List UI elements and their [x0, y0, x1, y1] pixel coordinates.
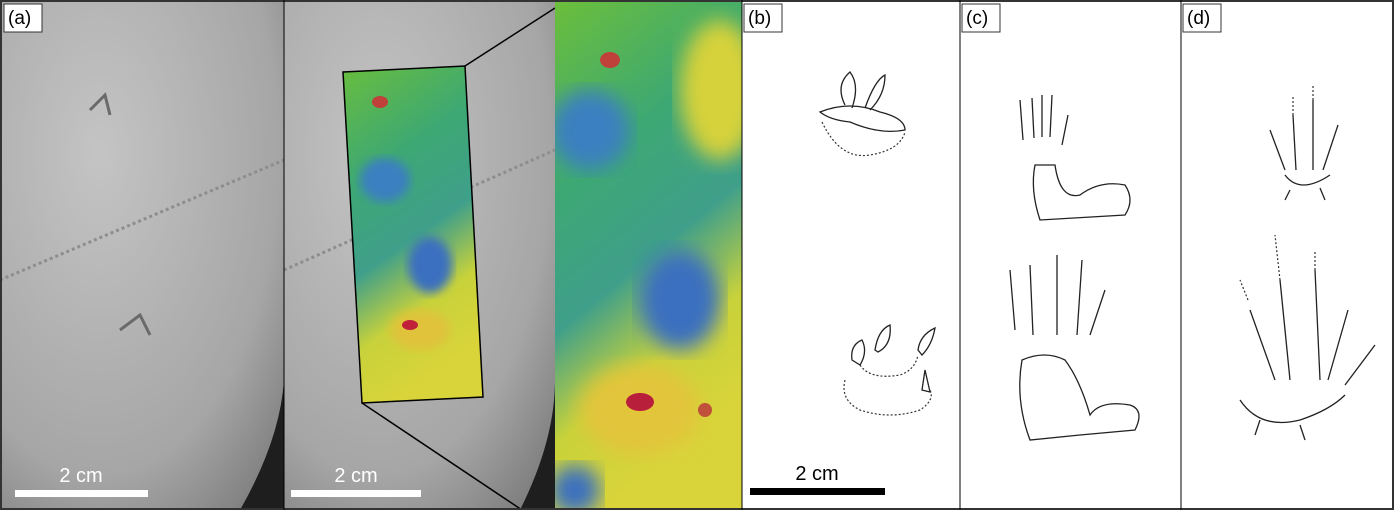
scale-bar [750, 488, 885, 495]
panel-label: (c) [962, 4, 1000, 32]
label-text: (b) [748, 8, 771, 29]
scale-bar [291, 490, 421, 497]
panel-label: (a) [4, 4, 42, 32]
photo [0, 0, 284, 510]
figure: (a) (b) (c) (d) 2 cm 2 cm 2 cm [0, 0, 1394, 510]
scale-bar [15, 490, 148, 497]
label-text: (a) [8, 8, 31, 29]
scale-text: 2 cm [795, 463, 838, 485]
label-text: (c) [966, 8, 988, 29]
panel-label: (d) [1183, 4, 1221, 32]
panel-label: (b) [744, 4, 782, 32]
label-text: (d) [1187, 8, 1210, 29]
scale-text: 2 cm [334, 465, 377, 487]
scale-text: 2 cm [59, 465, 102, 487]
